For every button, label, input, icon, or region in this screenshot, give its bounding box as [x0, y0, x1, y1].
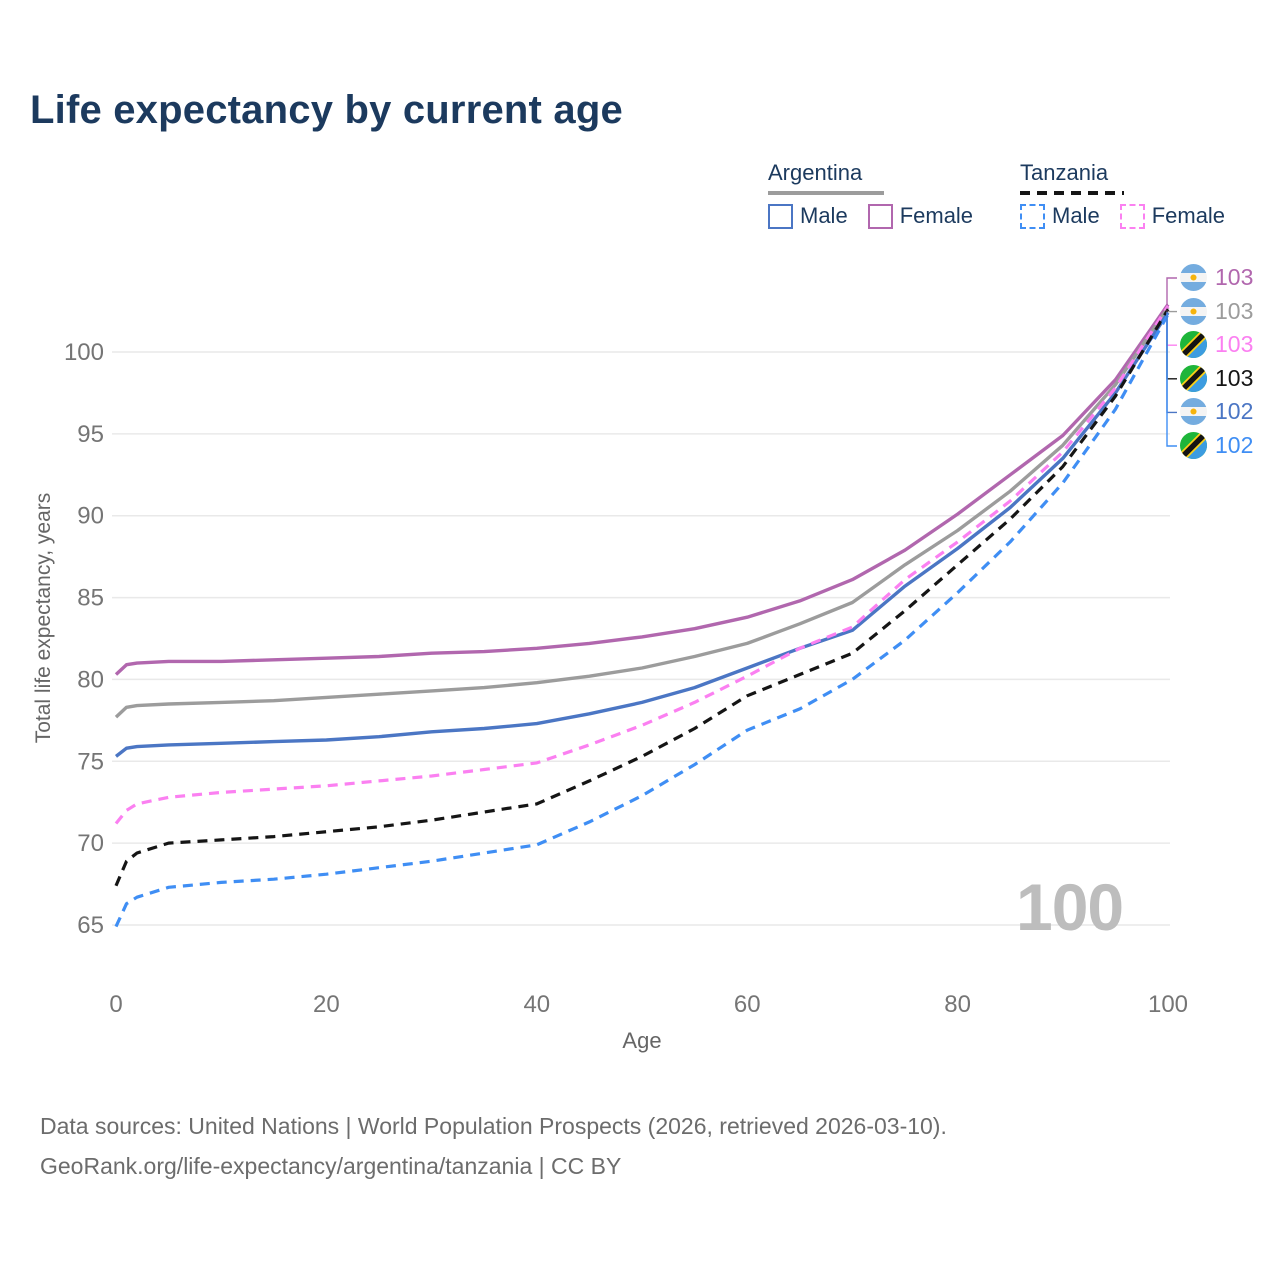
end-label-row-tanzania-male: 102: [1180, 432, 1253, 459]
legend-underline-tanzania: [1020, 191, 1124, 195]
legend-item-label: Female: [899, 203, 974, 228]
footer-sources-line: Data sources: United Nations | World Pop…: [40, 1113, 947, 1139]
legend-item-argentina-male[interactable]: Male: [768, 203, 848, 229]
argentina-flag-icon: [1180, 297, 1207, 325]
legend-items: Male Female: [1020, 203, 1225, 229]
legend-item-tanzania-female[interactable]: Female: [1119, 203, 1226, 229]
end-label-row-argentina-male: 102: [1180, 398, 1254, 426]
series-line-argentina: [114, 306, 1170, 719]
legend-swatch-argentina-male-icon: [768, 203, 793, 229]
end-label-connector-tanzania-male: [1166, 313, 1177, 447]
legend-swatch-tanzania-male-icon: [1020, 203, 1045, 229]
tanzania-flag-icon: [1180, 432, 1207, 459]
y-tick-label: 100: [64, 339, 104, 366]
x-tick-label: 20: [313, 991, 340, 1018]
end-label-row-argentina-female: 103: [1180, 264, 1253, 291]
age-watermark: 100: [1016, 870, 1124, 944]
end-label-row-argentina: 103: [1180, 297, 1254, 325]
legend-underline-argentina: [768, 191, 884, 195]
end-label-connector-tanzania: [1166, 308, 1177, 380]
series-line-argentina-male: [114, 311, 1170, 758]
y-tick-label: 95: [77, 421, 104, 448]
legend-item-label: Male: [1052, 203, 1100, 228]
end-label-value: 102: [1215, 432, 1254, 458]
y-tick-label: 85: [77, 585, 104, 612]
legend-item-argentina-female[interactable]: Female: [867, 203, 974, 229]
end-label-value: 103: [1215, 364, 1254, 391]
argentina-flag-icon: [1180, 264, 1207, 291]
legend-country-argentina[interactable]: Argentina: [768, 160, 863, 185]
x-tick-label: 40: [523, 991, 550, 1018]
x-axis-title: Age: [622, 1028, 662, 1053]
end-label-row-tanzania: 103: [1180, 364, 1254, 392]
legend-item-tanzania-male[interactable]: Male: [1020, 203, 1100, 229]
legend-swatch-tanzania-female-icon: [1119, 203, 1145, 229]
y-tick-label: 65: [77, 912, 104, 939]
tanzania-flag-icon: [1180, 364, 1207, 392]
argentina-flag-icon: [1180, 398, 1207, 426]
legend-item-label: Male: [800, 203, 848, 228]
footer: Data sources: United Nations | World Pop…: [40, 1106, 947, 1186]
y-tick-label: 80: [77, 666, 104, 693]
end-label-row-tanzania-female: 103: [1180, 331, 1254, 359]
legend-group-argentina: Argentina Male Female: [768, 160, 973, 229]
x-tick-label: 80: [944, 991, 971, 1018]
end-label-connector-argentina-female: [1166, 277, 1177, 306]
legend-item-label: Female: [1151, 203, 1226, 228]
page-title: Life expectancy by current age: [30, 88, 623, 132]
y-tick-label: 75: [77, 748, 104, 775]
y-tick-label: 70: [77, 830, 104, 857]
legend-items: Male Female: [768, 203, 973, 229]
legend-country-tanzania[interactable]: Tanzania: [1020, 160, 1109, 185]
footer-link-line: GeoRank.org/life-expectancy/argentina/ta…: [40, 1153, 622, 1179]
y-tick-label: 90: [77, 503, 104, 530]
series-line-tanzania-male: [114, 313, 1170, 928]
x-tick-label: 60: [734, 991, 761, 1018]
y-axis-title: Total life expectancy, years: [32, 492, 55, 744]
x-tick-label: 0: [109, 991, 122, 1018]
series-line-tanzania: [114, 308, 1170, 887]
series-line-tanzania-female: [114, 305, 1170, 825]
tanzania-flag-icon: [1180, 331, 1207, 359]
series-line-argentina-female: [114, 303, 1170, 676]
end-label-value: 103: [1215, 331, 1254, 358]
end-label-value: 102: [1215, 398, 1254, 425]
legend-group-tanzania: Tanzania Male Female: [1020, 160, 1225, 229]
legend-swatch-argentina-female-icon: [867, 203, 893, 229]
end-label-value: 103: [1215, 264, 1254, 290]
legend: Argentina Male Female Tanzania Male Female: [768, 160, 1248, 244]
end-label-value: 103: [1215, 297, 1254, 324]
x-tick-label: 100: [1148, 991, 1188, 1018]
end-label-connector-argentina-male: [1166, 312, 1177, 414]
